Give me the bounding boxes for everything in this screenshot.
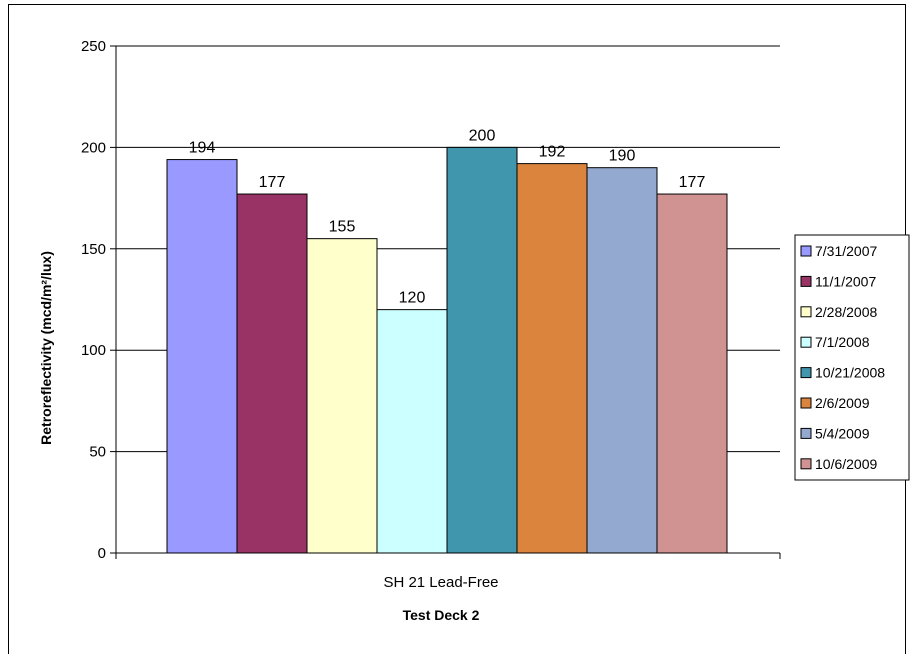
bar	[306, 238, 378, 554]
y-tick-label: 50	[89, 444, 106, 461]
data-label: 177	[259, 174, 286, 191]
x-category-label: SH 21 Lead-Free	[383, 574, 498, 591]
legend-swatch	[800, 427, 812, 439]
legend-box	[794, 234, 910, 481]
bar	[166, 159, 238, 554]
legend-swatch	[800, 275, 812, 287]
legend-label: 10/6/2009	[815, 456, 877, 472]
bar	[446, 146, 518, 554]
legend-swatch	[800, 245, 812, 257]
legend-swatch	[800, 397, 812, 409]
bar	[236, 193, 308, 554]
x-axis-title: Test Deck 2	[403, 607, 480, 623]
legend-label: 7/1/2008	[815, 334, 870, 350]
y-tick-label: 100	[81, 342, 106, 359]
data-label: 200	[469, 127, 496, 144]
bar	[516, 163, 588, 554]
axes	[110, 45, 781, 559]
y-tick-label: 0	[98, 545, 106, 562]
data-labels: 194 177 155 120 200 192 190 177	[189, 127, 706, 306]
legend-label: 11/1/2007	[815, 273, 876, 289]
legend: 7/31/2007 11/1/2007 2/28/2008 7/1/2008 10/21…	[794, 234, 910, 481]
data-label: 190	[609, 148, 636, 165]
legend-label: 7/31/2007	[815, 243, 877, 259]
y-tick-label: 150	[81, 241, 106, 258]
bar	[376, 309, 448, 554]
bar	[656, 193, 728, 554]
data-label: 192	[539, 144, 566, 161]
legend-swatch	[800, 458, 812, 470]
y-tick-labels: 0 50 100 150 200 250	[81, 38, 106, 562]
legend-swatch	[800, 336, 812, 348]
legend-label: 5/4/2009	[815, 425, 870, 441]
y-tick-label: 250	[81, 38, 106, 55]
y-axis-title: Retroreflectivity (mcd/m²/lux)	[38, 251, 54, 445]
data-label: 155	[329, 219, 356, 236]
legend-label: 2/28/2008	[815, 304, 877, 320]
data-label: 177	[679, 174, 706, 191]
bar	[586, 167, 658, 554]
bars	[166, 146, 728, 554]
legend-label: 10/21/2008	[815, 365, 885, 381]
legend-swatch	[800, 367, 812, 379]
legend-label: 2/6/2009	[815, 395, 870, 411]
data-label: 120	[399, 290, 426, 307]
y-tick-label: 200	[81, 139, 106, 156]
data-label: 194	[189, 140, 216, 157]
legend-swatch	[800, 306, 812, 318]
